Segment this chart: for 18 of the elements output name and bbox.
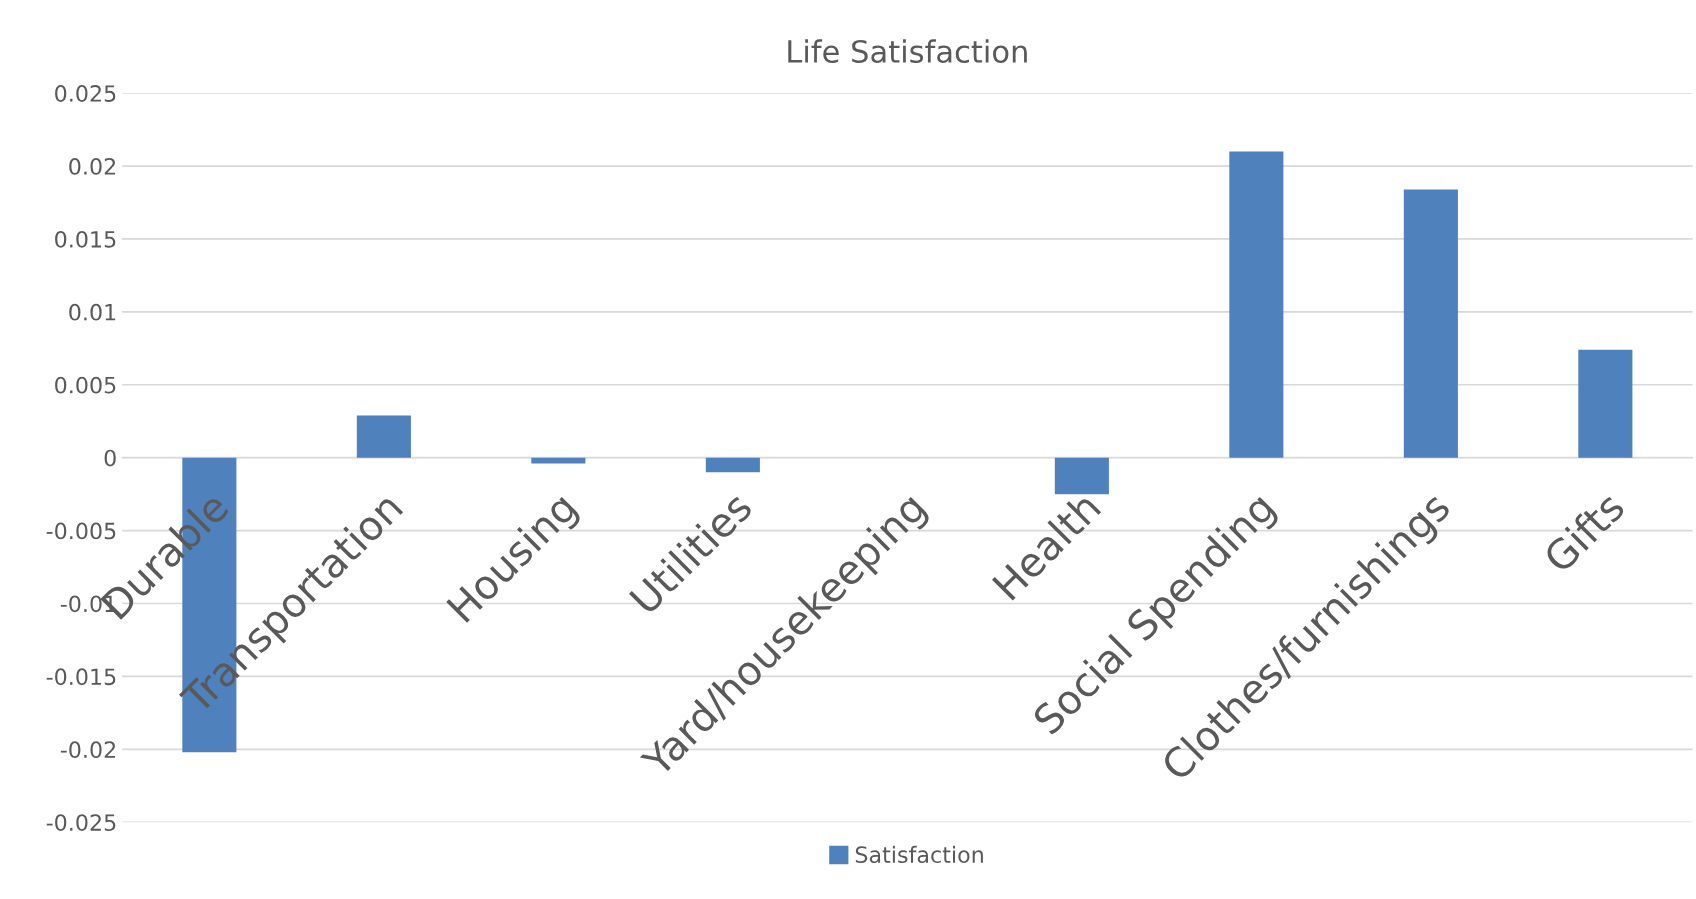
y-tick-label: 0.01 — [69, 303, 116, 321]
y-tick-label: -0.025 — [46, 814, 116, 831]
y-tick-label: 0.025 — [55, 85, 116, 102]
bar — [1578, 349, 1633, 458]
chart-title: Life Satisfaction — [788, 39, 1027, 64]
y-tick-label: -0.015 — [46, 668, 116, 686]
y-tick-label: 0.02 — [69, 157, 116, 175]
y-tick-label: 0.005 — [55, 376, 116, 394]
y-tick-label: -0.02 — [60, 741, 116, 759]
bar — [1403, 189, 1458, 458]
legend-label: Satisfaction — [855, 845, 983, 864]
bar — [705, 457, 760, 473]
bar — [1229, 151, 1284, 458]
bar — [356, 415, 411, 458]
y-tick-label: 0 — [104, 449, 116, 467]
bar — [1054, 457, 1109, 495]
y-tick-label: 0.015 — [55, 230, 116, 248]
bar — [531, 457, 586, 464]
